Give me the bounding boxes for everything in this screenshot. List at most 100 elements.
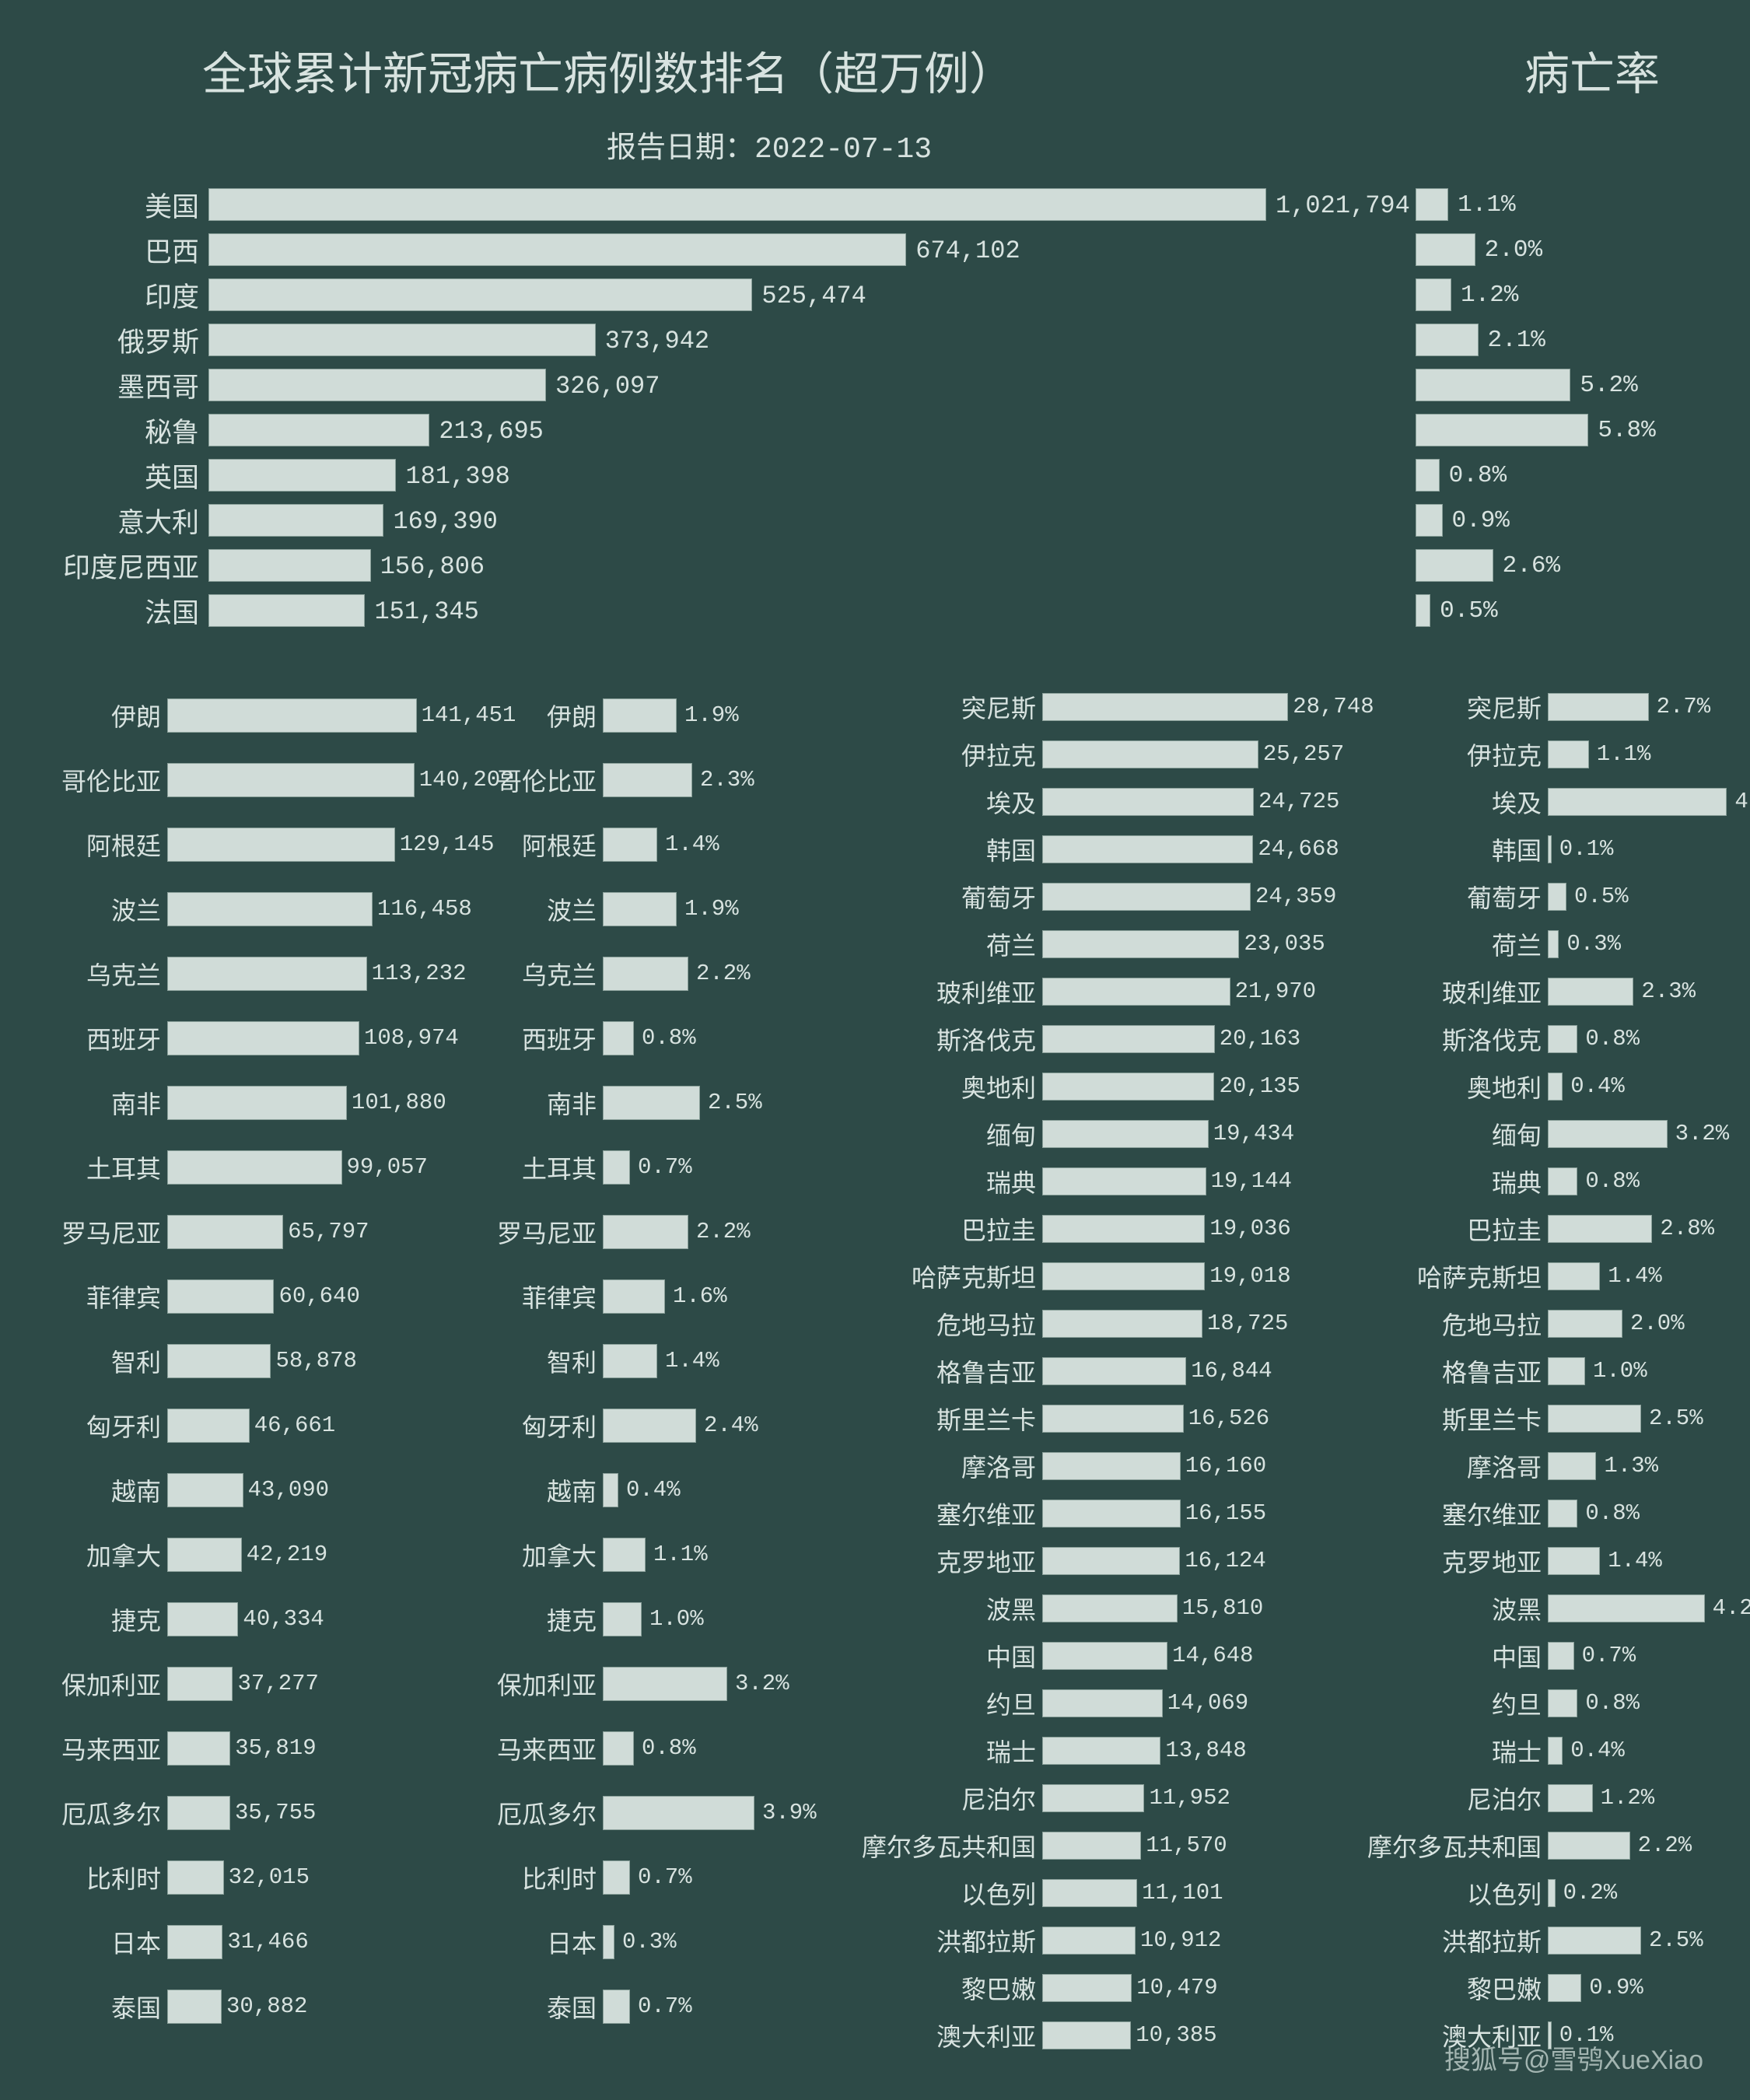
country-label: 中国 xyxy=(1322,1638,1548,1674)
bar xyxy=(167,1150,342,1185)
bar xyxy=(1416,188,1448,221)
chart-row: 瑞典19,144 xyxy=(817,1157,1307,1205)
country-label: 澳大利亚 xyxy=(817,2018,1042,2053)
bar xyxy=(167,1602,238,1636)
bar xyxy=(603,1796,754,1830)
value-label: 11,952 xyxy=(1149,1785,1230,1811)
rate-label: 1.2% xyxy=(1461,282,1518,309)
col2-rate-chart: 伊朗1.9%哥伦比亚2.3%阿根廷1.4%波兰1.9%乌克兰2.2%西班牙0.8… xyxy=(443,683,801,2039)
country-label: 韩国 xyxy=(817,831,1042,867)
rate-row: 5.8% xyxy=(1416,408,1727,453)
chart-row: 韩国0.1% xyxy=(1322,825,1742,873)
rate-label: 0.7% xyxy=(638,1864,692,1890)
chart-row: 匈牙利46,661 xyxy=(8,1393,436,1458)
bar xyxy=(167,1538,242,1572)
country-label: 缅甸 xyxy=(817,1116,1042,1152)
country-label: 尼泊尔 xyxy=(1322,1780,1548,1816)
chart-row: 伊朗1.9% xyxy=(443,683,801,747)
rate-label: 5.2% xyxy=(1580,372,1637,399)
watermark: 搜狐号@雪鸮XueXiao xyxy=(1444,2039,1703,2077)
chart-row: 保加利亚37,277 xyxy=(8,1651,436,1716)
chart-row: 西班牙108,974 xyxy=(8,1006,436,1070)
chart-row: 波黑4.2% xyxy=(1322,1584,1742,1632)
country-label: 匈牙利 xyxy=(443,1408,603,1444)
value-label: 326,097 xyxy=(555,372,660,401)
country-label: 法国 xyxy=(37,591,208,631)
chart-row: 巴拉圭19,036 xyxy=(817,1205,1307,1252)
country-label: 捷克 xyxy=(8,1601,167,1637)
rate-row: 0.9% xyxy=(1416,498,1727,543)
bar xyxy=(1548,1452,1596,1480)
chart-row: 阿根廷129,145 xyxy=(8,812,436,877)
country-label: 埃及 xyxy=(817,784,1042,820)
chart-row: 捷克1.0% xyxy=(443,1587,801,1651)
subtitle-date: 报告日期：2022-07-13 xyxy=(607,123,932,166)
country-label: 土耳其 xyxy=(8,1150,167,1185)
country-label: 以色列 xyxy=(1322,1875,1548,1911)
country-label: 马来西亚 xyxy=(443,1731,603,1766)
country-label: 捷克 xyxy=(443,1601,603,1637)
chart-row: 玻利维亚21,970 xyxy=(817,968,1307,1015)
bar xyxy=(603,1344,657,1378)
bar xyxy=(603,763,692,797)
bar xyxy=(167,698,417,733)
country-label: 约旦 xyxy=(817,1685,1042,1721)
bar xyxy=(167,763,415,797)
country-label: 智利 xyxy=(443,1343,603,1379)
country-label: 波兰 xyxy=(8,891,167,927)
chart-row: 斯洛伐克20,163 xyxy=(817,1015,1307,1062)
chart-row: 哥伦比亚140,202 xyxy=(8,747,436,812)
bar xyxy=(1548,1879,1556,1907)
country-label: 奥地利 xyxy=(817,1069,1042,1104)
bar xyxy=(208,459,396,492)
bar xyxy=(1548,1594,1705,1622)
country-label: 突尼斯 xyxy=(1322,689,1548,725)
rate-label: 0.7% xyxy=(1582,1643,1636,1668)
bar xyxy=(1548,1073,1563,1101)
rate-label: 1.0% xyxy=(1593,1358,1647,1384)
country-label: 伊拉克 xyxy=(1322,737,1548,772)
bar xyxy=(208,549,371,582)
chart-row: 摩尔多瓦共和国11,570 xyxy=(817,1822,1307,1869)
bar xyxy=(603,1538,646,1572)
country-label: 瑞士 xyxy=(817,1733,1042,1769)
country-label: 巴西 xyxy=(37,230,208,270)
chart-row: 捷克40,334 xyxy=(8,1587,436,1651)
chart-row: 克罗地亚1.4% xyxy=(1322,1537,1742,1584)
country-label: 乌克兰 xyxy=(443,956,603,992)
country-label: 马来西亚 xyxy=(8,1731,167,1766)
bar xyxy=(603,1150,630,1185)
bar xyxy=(1042,835,1253,863)
rate-label: 0.5% xyxy=(1574,884,1629,909)
chart-row: 马来西亚35,819 xyxy=(8,1716,436,1780)
country-label: 哈萨克斯坦 xyxy=(1322,1258,1548,1294)
top10-row: 英国181,398 xyxy=(37,453,1274,498)
bar xyxy=(167,828,395,862)
bar xyxy=(603,1409,696,1443)
chart-row: 危地马拉2.0% xyxy=(1322,1300,1742,1347)
rate-row: 1.1% xyxy=(1416,182,1727,227)
country-label: 葡萄牙 xyxy=(1322,879,1548,915)
chart-row: 洪都拉斯10,912 xyxy=(817,1916,1307,1964)
value-label: 14,069 xyxy=(1167,1690,1248,1716)
bar xyxy=(1042,1405,1184,1433)
bar xyxy=(1548,883,1566,911)
country-label: 突尼斯 xyxy=(817,689,1042,725)
value-label: 16,844 xyxy=(1191,1358,1272,1384)
country-label: 美国 xyxy=(37,185,208,225)
country-label: 波兰 xyxy=(443,891,603,927)
bar xyxy=(1042,1120,1209,1148)
chart-row: 澳大利亚10,385 xyxy=(817,2011,1307,2059)
country-label: 哈萨克斯坦 xyxy=(817,1258,1042,1294)
value-label: 19,018 xyxy=(1209,1263,1290,1289)
country-label: 印度 xyxy=(37,275,208,315)
top10-rate-chart: 1.1%2.0%1.2%2.1%5.2%5.8%0.8%0.9%2.6%0.5% xyxy=(1416,182,1727,633)
bar xyxy=(1042,1073,1214,1101)
chart-row: 厄瓜多尔3.9% xyxy=(443,1780,801,1845)
country-label: 土耳其 xyxy=(443,1150,603,1185)
value-label: 46,661 xyxy=(254,1412,335,1438)
rate-label: 0.8% xyxy=(1585,1168,1640,1194)
col3-deaths-chart: 突尼斯28,748伊拉克25,257埃及24,725韩国24,668葡萄牙24,… xyxy=(817,683,1307,2059)
chart-row: 匈牙利2.4% xyxy=(443,1393,801,1458)
value-label: 60,640 xyxy=(278,1283,359,1309)
